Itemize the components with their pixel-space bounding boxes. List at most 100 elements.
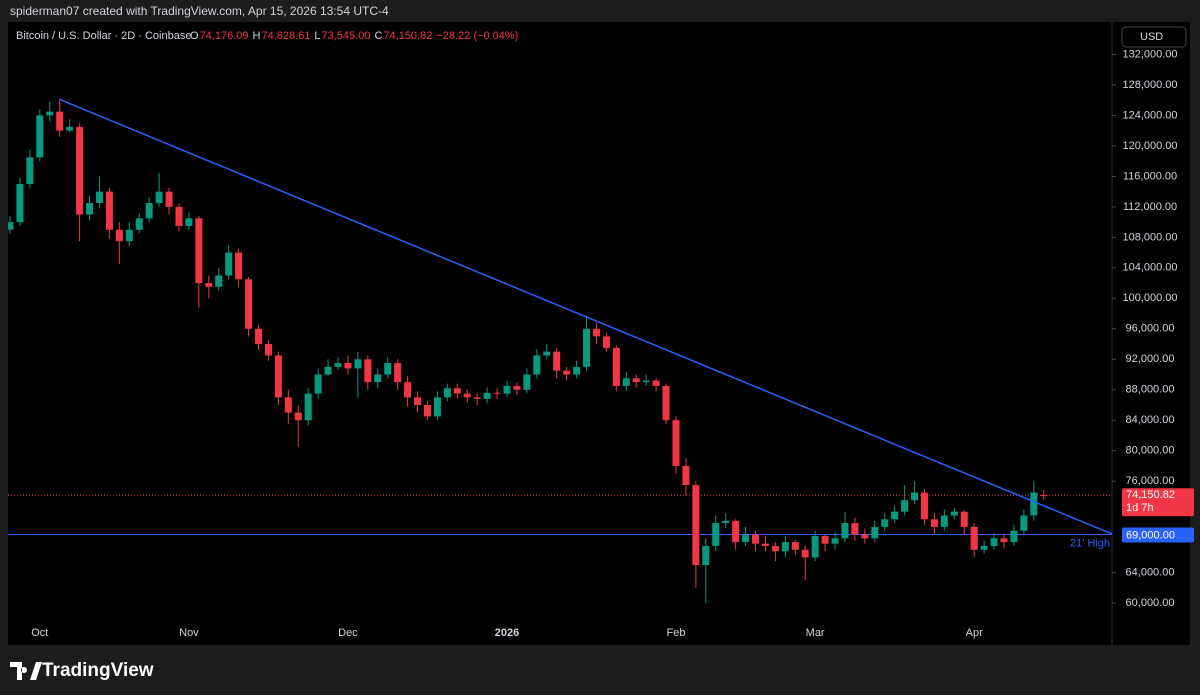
candle-body bbox=[86, 203, 94, 215]
candle-body bbox=[672, 420, 680, 466]
y-tick-label: 64,000.00 bbox=[1126, 567, 1175, 579]
y-tick-label: 132,000.00 bbox=[1122, 48, 1177, 60]
candle-body bbox=[1000, 538, 1008, 543]
ohlc-value: 74,176.09 bbox=[200, 30, 249, 42]
currency[interactable]: USD bbox=[1140, 31, 1163, 43]
x-tick-label: Mar bbox=[806, 627, 825, 639]
y-tick-label: 124,000.00 bbox=[1122, 109, 1177, 121]
candle-body bbox=[960, 511, 968, 527]
candle-body bbox=[294, 412, 302, 421]
candle-body bbox=[662, 385, 670, 421]
candle-body bbox=[642, 380, 650, 383]
candle-body bbox=[314, 374, 322, 394]
candle-body bbox=[105, 191, 113, 230]
candle-body bbox=[374, 374, 382, 383]
candle-body bbox=[364, 359, 372, 383]
candle-body bbox=[801, 549, 809, 558]
candle-body bbox=[930, 519, 938, 527]
y-tick-label: 112,000.00 bbox=[1123, 201, 1177, 213]
candle-body bbox=[1040, 495, 1048, 497]
candle-body bbox=[215, 275, 223, 287]
footer: TradingView bbox=[10, 660, 154, 681]
candle-body bbox=[881, 519, 889, 527]
trendline bbox=[59, 98, 1112, 535]
candle-body bbox=[513, 385, 521, 390]
candle-body bbox=[414, 397, 422, 405]
candle-body bbox=[573, 366, 581, 375]
candle-body bbox=[1030, 492, 1038, 516]
candle-body bbox=[861, 534, 869, 539]
candle-body bbox=[722, 520, 730, 524]
y-tick-label: 96,000.00 bbox=[1126, 323, 1175, 335]
level-note: 21' High bbox=[1070, 537, 1110, 549]
candle-body bbox=[473, 397, 481, 399]
candle-body bbox=[274, 355, 282, 398]
candle-body bbox=[185, 218, 193, 226]
candle-body bbox=[334, 363, 342, 367]
candle-body bbox=[503, 385, 511, 394]
candle-body bbox=[8, 222, 14, 230]
candle-body bbox=[1010, 530, 1018, 543]
candle-body bbox=[225, 252, 233, 276]
level-label: 69,000.00 bbox=[1126, 529, 1175, 541]
candle-body bbox=[145, 203, 153, 219]
candle-body bbox=[821, 536, 829, 544]
ohlc-key: L bbox=[314, 30, 320, 42]
x-tick-label: Dec bbox=[338, 627, 358, 639]
candle-body bbox=[394, 363, 402, 383]
candle-body bbox=[622, 378, 630, 386]
candle-body bbox=[26, 157, 34, 185]
candle-body bbox=[990, 538, 998, 546]
candle-body bbox=[950, 511, 958, 516]
ohlc-value: 73,545.00 bbox=[322, 30, 371, 42]
candle-body bbox=[1020, 515, 1028, 531]
candle-body bbox=[384, 363, 392, 375]
currency-button[interactable] bbox=[1121, 26, 1187, 48]
candle-body bbox=[841, 523, 849, 539]
candle-body bbox=[742, 534, 750, 543]
y-tick-label: 88,000.00 bbox=[1126, 384, 1175, 396]
candle-body bbox=[970, 526, 978, 550]
logo-icon bbox=[10, 662, 42, 680]
candle-body bbox=[891, 511, 899, 520]
candle-body bbox=[791, 542, 799, 550]
level-box bbox=[1122, 527, 1194, 543]
candle-body bbox=[304, 393, 312, 421]
candle-body bbox=[553, 351, 561, 371]
candle-body bbox=[205, 283, 213, 287]
candle-body bbox=[324, 366, 332, 375]
candle-body bbox=[523, 374, 531, 390]
candle-body bbox=[245, 279, 253, 329]
candle-body bbox=[543, 351, 551, 356]
candle-body bbox=[851, 523, 859, 535]
candle-body bbox=[712, 523, 720, 546]
y-tick-label: 76,000.00 bbox=[1126, 475, 1175, 487]
candle-body bbox=[115, 229, 123, 242]
candle-body bbox=[493, 392, 501, 394]
y-tick-label: 92,000.00 bbox=[1126, 353, 1175, 365]
candle-body bbox=[175, 206, 183, 226]
candle-body bbox=[940, 515, 948, 527]
y-tick-label: 60,000.00 bbox=[1126, 597, 1175, 609]
candle-body bbox=[264, 344, 272, 356]
y-tick-label: 104,000.00 bbox=[1122, 262, 1177, 274]
candle-body bbox=[592, 328, 600, 337]
candle-body bbox=[911, 492, 919, 501]
candle-body bbox=[563, 370, 571, 375]
candle-body bbox=[811, 536, 819, 558]
x-tick-label: Feb bbox=[666, 627, 685, 639]
last-price-countdown: 1d 7h bbox=[1126, 502, 1154, 514]
y-tick-label: 100,000.00 bbox=[1122, 292, 1177, 304]
candle-body bbox=[255, 328, 262, 345]
candle-body bbox=[36, 115, 44, 158]
logo-text: TradingView bbox=[42, 660, 154, 681]
candle-body bbox=[135, 218, 143, 230]
candle-body bbox=[732, 520, 740, 543]
candle-body bbox=[602, 336, 610, 348]
candle-body bbox=[980, 545, 988, 550]
candle-body bbox=[682, 465, 690, 485]
candle-body bbox=[463, 393, 471, 398]
x-tick-label: Oct bbox=[31, 627, 48, 639]
ohlc-key: C bbox=[374, 30, 382, 42]
